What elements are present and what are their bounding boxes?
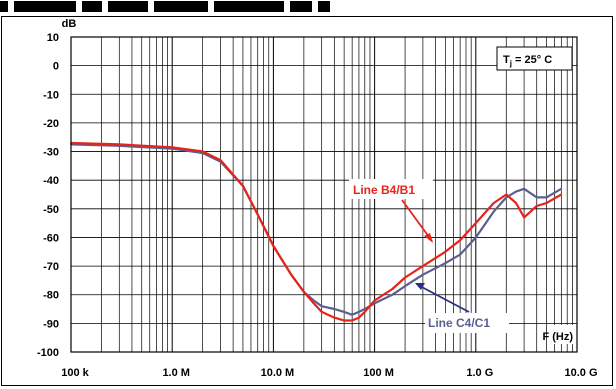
data-point — [242, 185, 244, 187]
legend-text-c4c1: Line C4/C1 — [428, 316, 490, 330]
legend-bg-b4b1 — [349, 179, 433, 199]
x-tick-label: 10.0 G — [564, 367, 597, 379]
data-point — [523, 216, 525, 219]
y-tick-label: -80 — [43, 290, 59, 302]
data-point — [391, 293, 394, 296]
x-axis-label-box: F (Hz) — [542, 325, 575, 344]
data-point — [201, 150, 204, 153]
data-point — [219, 159, 222, 162]
y-tick-label: -100 — [37, 347, 59, 359]
data-point — [351, 319, 353, 322]
plot-border — [70, 36, 578, 353]
y-tick-label: -30 — [43, 147, 59, 159]
data-point — [505, 196, 508, 199]
data-point — [444, 262, 447, 265]
cropped-title-fragment — [0, 0, 616, 12]
data-point — [363, 311, 366, 313]
data-point — [333, 308, 336, 310]
data-point — [272, 245, 275, 247]
x-tick-labels: 100 k 1.0 M 10.0 M 100 M 1.0 G 10.0 G — [61, 367, 597, 379]
data-point — [505, 193, 508, 196]
data-point — [444, 250, 447, 253]
series-line-1 — [70, 143, 562, 316]
data-point — [320, 311, 323, 313]
data-point — [290, 273, 293, 276]
chart-frame — [1, 16, 613, 386]
x-tick-label: 100 k — [61, 367, 89, 379]
legend-arrow-c4c1 — [417, 284, 470, 313]
data-point — [459, 253, 461, 256]
x-axis-label: F (Hz) — [542, 331, 573, 343]
data-point — [422, 273, 424, 276]
data-point — [373, 302, 376, 305]
data-point — [535, 205, 538, 207]
y-tick-label: -10 — [43, 89, 59, 101]
data-point — [312, 302, 315, 305]
y-tick-label: -60 — [43, 232, 59, 244]
data-point — [312, 299, 315, 302]
data-point — [171, 146, 174, 149]
data-point — [404, 285, 406, 287]
x-tick-label: 100 M — [363, 367, 394, 379]
data-point — [422, 265, 424, 267]
y-tick-label: -50 — [43, 204, 59, 216]
legend-bg-c4c1 — [425, 313, 509, 333]
data-point — [358, 311, 360, 313]
annotation-sub: j — [509, 59, 512, 68]
data-point — [343, 311, 345, 313]
y-tick-label: 0 — [53, 61, 59, 73]
data-point — [256, 213, 259, 216]
data-point — [515, 190, 517, 193]
data-point — [303, 291, 305, 293]
data-point — [492, 202, 495, 205]
data-point — [404, 276, 406, 279]
data-point — [535, 196, 538, 199]
data-point — [545, 202, 548, 205]
series-line-0 — [70, 141, 562, 322]
y-tick-label: -20 — [43, 118, 59, 130]
data-point — [523, 187, 525, 190]
annotation-t: T — [503, 54, 510, 66]
y-tick-labels: 10 0 -10 -20 -30 -40 -50 -60 -70 -80 -90 -100 — [37, 32, 59, 359]
annotation-rest: = 25° C — [512, 54, 552, 66]
legend-label-c4c1: Line C4/C1 — [415, 283, 509, 333]
data-point — [560, 187, 563, 190]
legend-text-b4b1: Line B4/B1 — [353, 183, 415, 197]
data-point — [351, 313, 353, 316]
legend-label-b4b1: Line B4/B1 — [349, 179, 433, 243]
x-tick-label: 10.0 M — [261, 367, 295, 379]
data-point — [363, 308, 366, 310]
data-point — [459, 239, 461, 242]
legend-arrowhead-c4c1 — [415, 283, 425, 290]
data-point — [474, 222, 477, 225]
data-point — [333, 316, 336, 319]
data-point — [515, 202, 517, 205]
data-point — [358, 316, 360, 319]
y-tick-label: 10 — [47, 32, 59, 44]
series-layer — [70, 141, 563, 322]
x-tick-label: 1.0 G — [466, 367, 493, 379]
data-point — [391, 288, 394, 290]
y-tick-label: -40 — [43, 175, 59, 187]
data-point — [118, 143, 121, 146]
y-tick-label: -70 — [43, 261, 59, 273]
data-point — [343, 319, 345, 322]
annotation-box — [496, 46, 573, 71]
legend-arrowhead-b4b1 — [424, 233, 433, 243]
data-point — [560, 193, 563, 196]
x-axis-label-bg — [548, 325, 575, 344]
y-tick-label: -90 — [43, 318, 59, 330]
data-point — [492, 210, 495, 213]
x-tick-label: 1.0 M — [162, 367, 190, 379]
temperature-annotation: Tj = 25° C — [496, 46, 573, 71]
data-point — [320, 305, 323, 308]
annotation-text: Tj = 25° C — [503, 54, 552, 68]
y-axis-label: dB — [62, 18, 77, 30]
grid — [70, 36, 577, 353]
legend-arrow-b4b1 — [401, 199, 433, 242]
data-point — [545, 196, 548, 199]
data-point — [373, 299, 376, 302]
data-point — [474, 236, 477, 239]
